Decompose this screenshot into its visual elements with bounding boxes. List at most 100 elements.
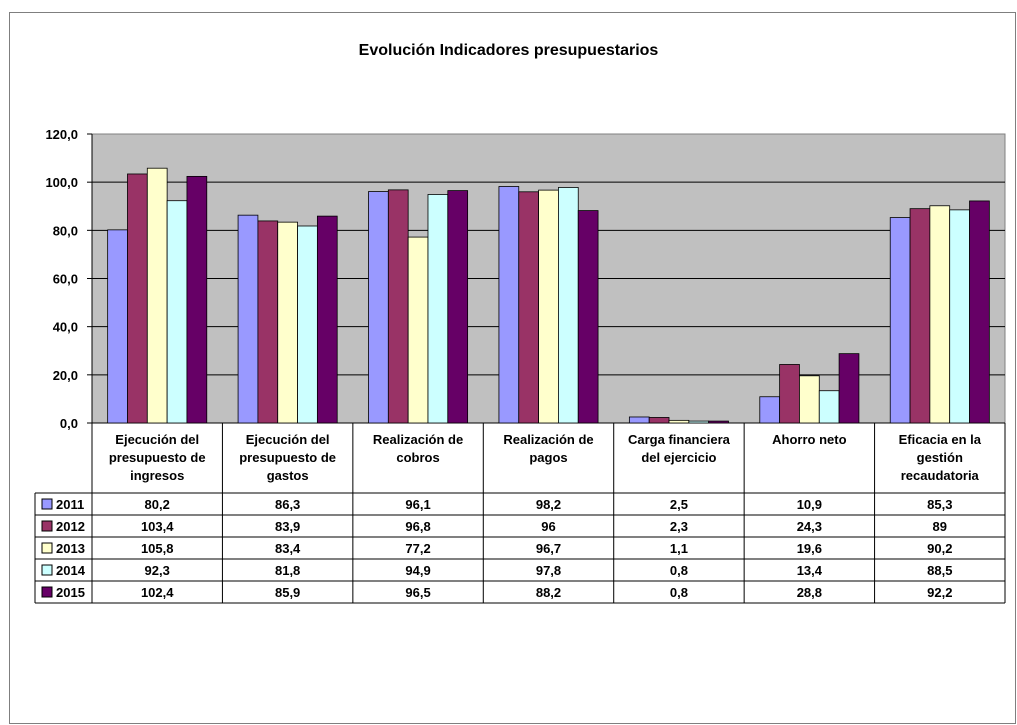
data-label: 0,8	[670, 585, 688, 600]
data-label: 90,2	[927, 541, 952, 556]
bar-2013	[668, 419, 690, 424]
bar-2014	[949, 209, 970, 424]
y-tick-label: 20,0	[53, 368, 78, 383]
bar-2013	[407, 236, 429, 424]
data-label: 80,2	[145, 497, 170, 512]
data-label: 96,5	[405, 585, 430, 600]
legend-label: 2012	[56, 519, 85, 534]
data-label: 89	[933, 519, 947, 534]
data-label: 96,1	[405, 497, 430, 512]
data-label: 19,6	[797, 541, 822, 556]
legend-label: 2013	[56, 541, 85, 556]
bar-2014	[688, 420, 710, 424]
legend-key-2011	[41, 498, 53, 510]
data-label: 85,9	[275, 585, 300, 600]
category-label: Carga financiera	[628, 432, 731, 447]
bar-2012	[257, 220, 279, 424]
bar-2015	[186, 175, 208, 424]
data-label: 96,7	[536, 541, 561, 556]
category-label: presupuesto de	[239, 450, 336, 465]
y-tick-label: 100,0	[45, 175, 78, 190]
data-label: 103,4	[141, 519, 174, 534]
bar-2012	[779, 364, 800, 424]
bar-2015	[708, 420, 729, 424]
bar-2013	[799, 375, 820, 424]
bar-2014	[818, 390, 840, 424]
bar-2012	[518, 191, 539, 424]
data-label: 105,8	[141, 541, 174, 556]
chart-title: Evolución Indicadores presupuestarios	[358, 42, 659, 59]
category-label: gestión	[917, 450, 963, 465]
legend-key-2014	[41, 564, 53, 576]
category-label: Realización de	[503, 432, 593, 447]
y-tick-label: 0,0	[60, 416, 78, 431]
bar-2014	[297, 225, 318, 424]
bar-2011	[889, 217, 911, 424]
y-tick-label: 60,0	[53, 272, 78, 287]
data-label: 94,9	[405, 563, 430, 578]
bar-2012	[127, 173, 148, 424]
bar-2014	[427, 194, 449, 424]
y-tick-label: 80,0	[53, 223, 78, 238]
bar-2011	[107, 229, 128, 424]
category-label: Ejecución del	[115, 432, 199, 447]
category-label: del ejercicio	[641, 450, 716, 465]
legend-key-2015	[41, 586, 53, 598]
data-label: 98,2	[536, 497, 561, 512]
data-label: 24,3	[797, 519, 822, 534]
bar-2013	[929, 205, 951, 424]
bar-2015	[447, 190, 469, 424]
data-label: 81,8	[275, 563, 300, 578]
bar-2013	[277, 221, 298, 424]
data-label: 97,8	[536, 563, 561, 578]
bar-2012	[387, 189, 409, 424]
bar-2013	[538, 189, 559, 424]
bar-2011	[759, 396, 781, 424]
category-label: ingresos	[130, 468, 184, 483]
legend-key-2013	[41, 542, 53, 554]
data-label: 85,3	[927, 497, 952, 512]
data-label: 88,5	[927, 563, 952, 578]
data-label: 88,2	[536, 585, 561, 600]
data-label: 92,3	[145, 563, 170, 578]
category-label: Eficacia en la	[899, 432, 982, 447]
legend-label: 2014	[56, 563, 86, 578]
bar-2013	[146, 167, 168, 424]
y-tick-label: 40,0	[53, 320, 78, 335]
bar-2012	[909, 208, 931, 424]
bar-2014	[558, 187, 579, 424]
data-label: 83,9	[275, 519, 300, 534]
data-label: 77,2	[405, 541, 430, 556]
data-label: 86,3	[275, 497, 300, 512]
y-tick-label: 120,0	[45, 127, 78, 142]
legend-label: 2011	[56, 497, 84, 512]
bar-2011	[628, 416, 650, 424]
category-label: cobros	[396, 450, 439, 465]
category-label: Ahorro neto	[772, 432, 846, 447]
bar-2012	[648, 417, 670, 424]
data-label: 92,2	[927, 585, 952, 600]
data-label: 2,3	[670, 519, 688, 534]
data-label: 28,8	[797, 585, 822, 600]
data-label: 2,5	[670, 497, 688, 512]
category-label: gastos	[267, 468, 309, 483]
bar-2011	[498, 186, 520, 424]
bar-2011	[237, 214, 259, 424]
bar-2015	[969, 200, 990, 424]
category-label: recaudatoria	[901, 468, 980, 483]
data-label: 13,4	[797, 563, 823, 578]
bar-2014	[166, 200, 188, 424]
data-label: 1,1	[670, 541, 688, 556]
bar-2015	[838, 353, 860, 424]
bar-2015	[316, 215, 338, 424]
data-label: 10,9	[797, 497, 822, 512]
category-label: Realización de	[373, 432, 463, 447]
data-label: 0,8	[670, 563, 688, 578]
legend-key-2012	[41, 520, 53, 532]
category-label: pagos	[529, 450, 567, 465]
data-label: 96	[541, 519, 555, 534]
bar-2011	[368, 191, 389, 424]
data-label: 83,4	[275, 541, 301, 556]
bar-2015	[577, 210, 599, 424]
